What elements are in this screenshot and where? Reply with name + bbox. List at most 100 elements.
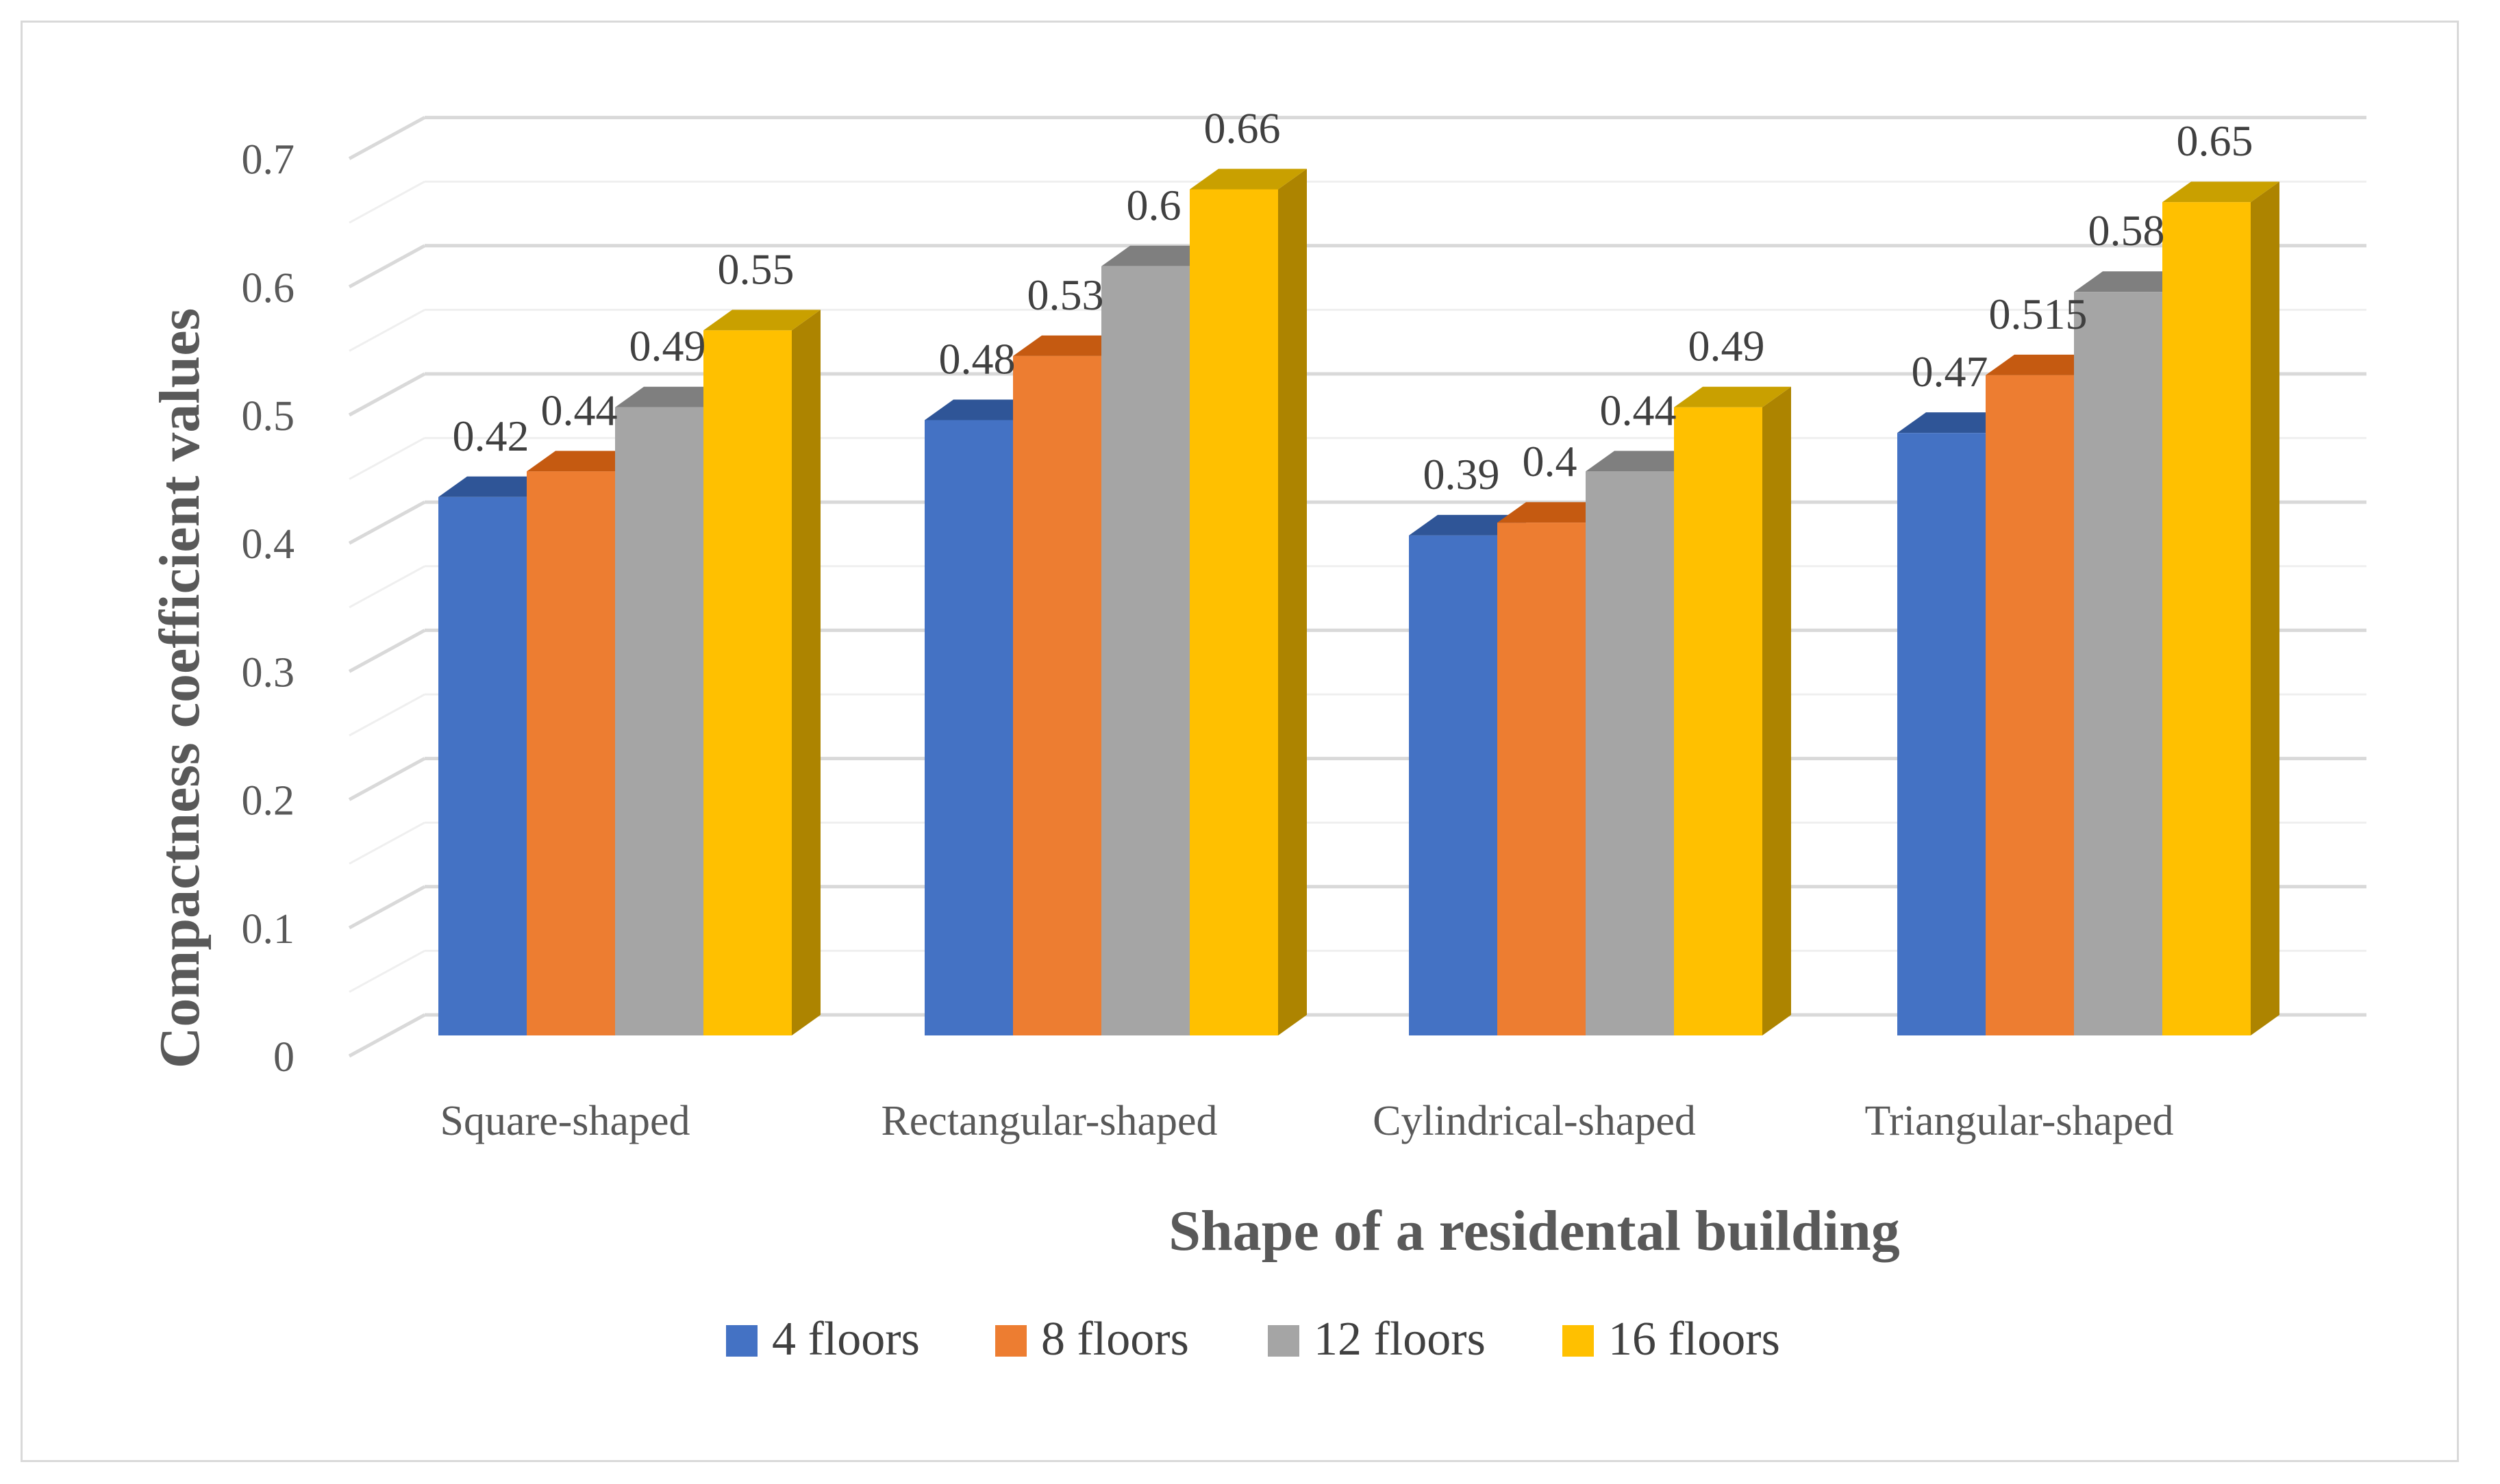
x-axis-categories: Square-shaped Rectangular-shaped Cylindric… [440,1098,2174,1144]
legend-item-16-floors: 16 floors [1562,1313,1780,1366]
data-label: 0.4 [1523,437,1577,486]
legend-label: 16 floors [1608,1313,1780,1366]
y-tick-label: 0.5 [242,393,295,440]
gridline-side [348,244,426,288]
bar-top [703,310,821,331]
y-tick-label: 0.3 [242,649,295,696]
gridline-side [348,629,426,673]
gridline-side [349,180,425,224]
bar-front [1897,433,1986,1035]
bar-16-floors-cylindrical-shaped [1674,386,1791,1035]
bar-top [615,386,732,407]
gridline-side [348,501,426,545]
data-label: 0.44 [541,386,618,434]
bar-front [615,407,703,1035]
data-label: 0.47 [1912,347,1988,396]
bar-top [925,399,1042,420]
data-label: 0.39 [1423,450,1500,499]
x-category-label: Cylindrical-shaped [1373,1098,1696,1144]
data-label: 0.66 [1204,103,1281,152]
gridline-side [348,372,426,417]
data-label: 0.515 [1989,290,2088,338]
legend-label: 4 floors [772,1313,920,1366]
bar-top [438,476,555,497]
bar-top [1674,386,1791,407]
chart-frame [21,21,2459,1462]
bar-top [1497,502,1614,523]
bar-top [1101,245,1218,266]
y-tick-label: 0 [273,1034,295,1081]
bar-top [1586,451,1703,472]
x-axis-title: Shape of a residental building [1168,1199,1899,1263]
y-axis-title: Compactness coefficient values [148,308,212,1068]
gridline-side [349,565,425,609]
bar-16-floors-square-shaped [703,310,821,1035]
legend-label: 8 floors [1041,1313,1189,1366]
bar-front [1409,535,1497,1035]
x-category-label: Triangular-shaped [1864,1098,2173,1144]
x-category-label: Rectangular-shaped [881,1098,1217,1144]
bar-front [527,471,615,1035]
legend-swatch [1268,1325,1299,1357]
legend-item-4-floors: 4 floors [726,1313,920,1366]
bar-side [1762,386,1791,1035]
gridline-side [349,309,425,352]
bar-front [1586,471,1674,1035]
bars [438,168,2279,1036]
data-label: 0.44 [1600,386,1677,434]
bar-top [1013,335,1130,356]
data-label: 0.49 [629,322,706,370]
legend-item-8-floors: 8 floors [995,1313,1189,1366]
data-label: 0.55 [718,244,795,293]
bar-top [1409,514,1526,536]
data-labels: 0.420.440.490.550.480.530.60.660.39 0.40.… [453,103,2253,498]
gridline-side [349,821,425,865]
x-category-label: Square-shaped [440,1098,690,1144]
data-label: 0.42 [453,412,529,460]
bar-front [925,420,1013,1035]
bar-side [792,310,821,1035]
y-tick-label: 0.4 [242,521,295,568]
gridline-side [348,885,426,929]
legend-swatch [995,1325,1027,1357]
bar-front [703,330,792,1035]
data-label: 0.58 [2088,206,2165,255]
y-tick-label: 0.7 [242,137,295,184]
bar-front [1986,375,2074,1035]
gridline-side [349,693,425,737]
data-label: 0.65 [2177,116,2253,165]
bar-front [2162,202,2251,1036]
bar-16-floors-triangular-shaped [2162,181,2279,1036]
bar-side [2251,181,2279,1036]
y-tick-label: 0.6 [242,265,295,312]
y-axis-ticks: 0 0.1 0.2 0.3 0.4 0.5 0.6 0.7 [242,137,295,1081]
bar-front [1101,266,1190,1035]
gridline-side [348,116,426,160]
legend-swatch [1562,1325,1594,1357]
bar-top [527,451,644,472]
gridline-side [349,437,425,480]
bar-front [1497,523,1586,1035]
bar-top [2162,181,2279,203]
legend-label: 12 floors [1314,1313,1486,1366]
bar-top [1986,354,2103,375]
floor-edge [349,1014,425,1057]
bar-front [1674,407,1762,1035]
data-label: 0.6 [1127,181,1182,229]
y-tick-label: 0.2 [242,778,295,825]
y-tick-label: 0.1 [242,906,295,953]
legend: 4 floors 8 floors 12 floors 16 floors [726,1313,1780,1366]
bar-side [1278,168,1307,1036]
bar-front [1013,355,1101,1035]
legend-swatch [726,1325,758,1357]
data-label: 0.49 [1688,322,1765,370]
bar-top [1190,168,1307,190]
gridline-side [348,757,426,801]
legend-item-12-floors: 12 floors [1268,1313,1486,1366]
data-label: 0.53 [1027,271,1104,319]
data-label: 0.48 [939,334,1016,383]
bar-top [1897,412,2014,433]
bar-top [2074,271,2191,292]
bar-front [1190,189,1278,1036]
